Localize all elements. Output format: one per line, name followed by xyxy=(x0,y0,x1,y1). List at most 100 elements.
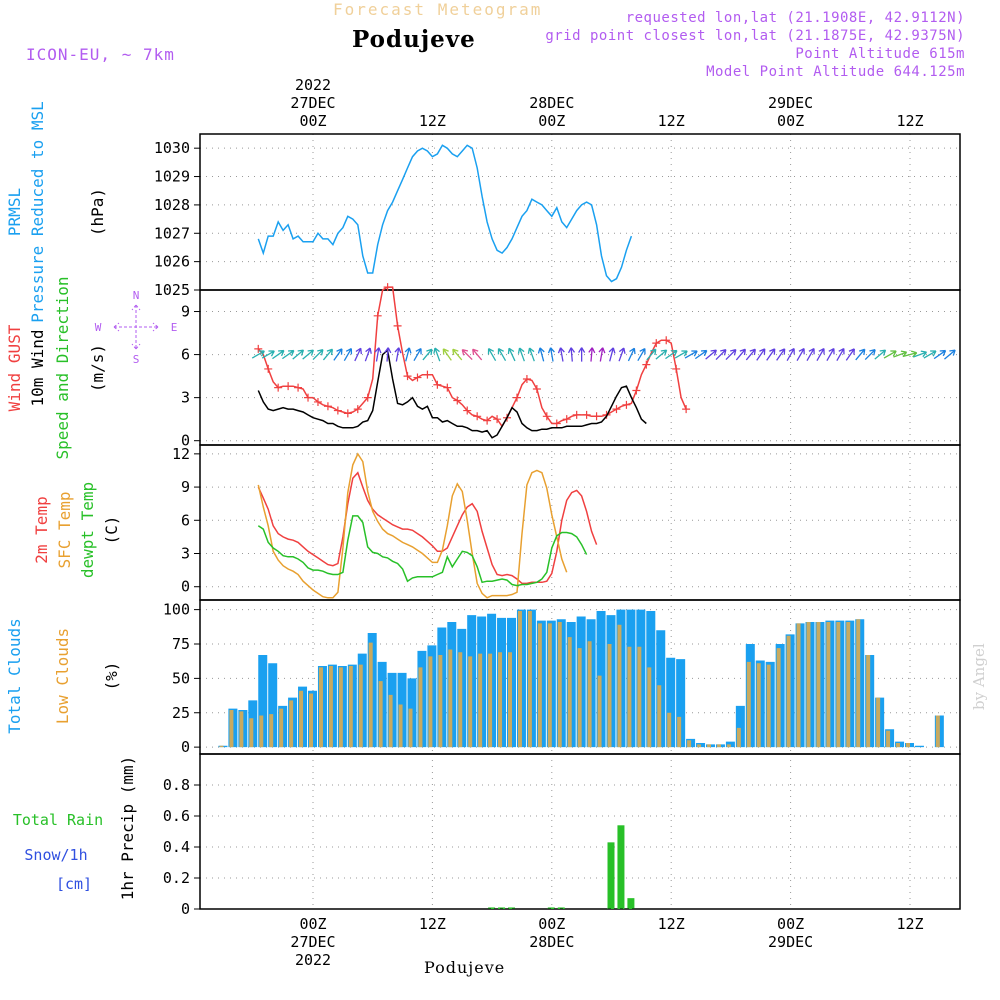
low-cloud-bar xyxy=(677,716,682,748)
low-cloud-bar xyxy=(567,637,572,748)
rain-bar xyxy=(547,907,555,909)
compass-north: N xyxy=(133,289,140,302)
low-cloud-bar xyxy=(458,652,463,748)
wind-axis-title: 10m Wind xyxy=(28,329,47,406)
gust-marker xyxy=(512,393,521,402)
precip-axis-title: 1hr Precip (mm) xyxy=(118,756,137,901)
low-cloud-bar xyxy=(527,611,532,748)
bottom-time-label: 00Z xyxy=(299,915,326,933)
wind-direction-arrow xyxy=(527,347,535,362)
wind-direction-arrow xyxy=(404,347,412,362)
wind-direction-arrow xyxy=(461,349,473,360)
low-cloud-bar xyxy=(716,744,721,748)
y-tick-label: 50 xyxy=(172,669,190,687)
low-cloud-bar xyxy=(826,622,831,748)
wind-panel xyxy=(194,283,961,446)
snow-legend: Snow/1h xyxy=(24,846,87,864)
low-cloud-bar xyxy=(726,744,731,748)
footer-location: Podujeve xyxy=(424,958,506,977)
y-tick-label: 1029 xyxy=(154,168,190,186)
low-cloud-bar xyxy=(557,622,562,748)
wind-direction-arrow xyxy=(806,347,815,361)
wind-direction-arrow xyxy=(272,349,285,360)
wind-gust-line xyxy=(257,286,687,428)
wind-direction-arrow xyxy=(864,349,876,360)
wind-direction-arrow xyxy=(537,347,545,362)
dewpt-temp-line xyxy=(257,515,588,587)
wind-direction-arrow xyxy=(855,348,866,361)
wind-direction-arrow xyxy=(422,348,433,361)
pressure-axis-unit: (hPa) xyxy=(88,188,107,236)
meteogram-title: Forecast Meteogram xyxy=(333,0,543,19)
wind-direction-arrow xyxy=(816,347,825,361)
low-cloud-bar xyxy=(408,708,413,748)
wind-direction-arrow xyxy=(627,347,636,362)
wind-direction-arrow xyxy=(384,347,392,362)
gust-marker xyxy=(423,370,432,379)
low-cloud-bar xyxy=(746,661,751,748)
low-cloud-bar xyxy=(896,743,901,748)
temp-2m-axis-title: 2m Temp xyxy=(32,496,51,563)
gust-marker xyxy=(572,410,581,419)
precipitation-panel xyxy=(194,753,961,910)
low-cloud-bar xyxy=(517,611,522,748)
wind-direction-arrow xyxy=(923,350,937,359)
wind-direction-arrow xyxy=(282,349,295,360)
wind-direction-arrow xyxy=(874,349,887,360)
low-cloud-bar xyxy=(259,715,264,748)
wind-direction-arrow xyxy=(333,348,343,361)
gust-marker xyxy=(562,415,571,424)
low-cloud-bar xyxy=(687,740,692,748)
low-cloud-bar xyxy=(219,745,224,748)
total-cloud-bar xyxy=(914,745,924,748)
top-time-label: 2022 xyxy=(295,76,331,94)
top-time-label: 28DEC xyxy=(529,94,574,112)
y-tick-label: 0.8 xyxy=(163,776,190,794)
wind-direction-arrow xyxy=(608,347,616,362)
gust-marker xyxy=(672,364,681,373)
gust-marker xyxy=(652,339,661,348)
low-cloud-bar xyxy=(577,648,582,748)
low-cloud-bar xyxy=(368,642,373,748)
low-cloud-bar xyxy=(448,649,453,748)
total-cloud-bar xyxy=(666,657,676,748)
rain-bar xyxy=(617,825,625,909)
y-tick-label: 0 xyxy=(181,432,190,450)
wind-direction-arrow xyxy=(433,347,441,362)
low-cloud-bar xyxy=(846,622,851,748)
low-cloud-bar xyxy=(856,619,861,748)
gust-marker xyxy=(393,321,402,330)
gust-marker xyxy=(522,374,531,383)
gust-marker xyxy=(373,311,382,320)
top-time-label: 12Z xyxy=(419,112,446,130)
wind-direction-arrow xyxy=(845,348,855,361)
temperature-frame xyxy=(199,444,961,601)
wind-direction-arrow xyxy=(637,347,646,361)
low-cloud-bar xyxy=(627,646,632,748)
compass-west: W xyxy=(95,321,102,334)
low-cloud-bar xyxy=(508,652,512,748)
low-cloud-bar xyxy=(249,718,254,748)
wind-direction-arrow xyxy=(776,348,786,361)
low-cloud-bar xyxy=(637,646,642,748)
gust-marker xyxy=(642,360,651,369)
low-cloud-bar xyxy=(786,635,791,748)
requested-coords: requested lon,lat (21.1908E, 42.9112N) xyxy=(625,10,965,26)
wind-direction-arrow xyxy=(374,347,382,362)
wind-direction-arrow xyxy=(786,347,795,361)
low-cloud-bar xyxy=(697,744,702,748)
y-tick-label: 6 xyxy=(181,346,190,364)
wind-direction-arrow xyxy=(261,350,275,359)
low-cloud-bar xyxy=(229,710,234,748)
wind-direction-arrow xyxy=(413,347,422,361)
gust-marker xyxy=(443,383,452,392)
total-cloud-bar xyxy=(268,663,278,748)
wind-direction-arrow xyxy=(735,348,746,361)
gust-marker xyxy=(264,364,273,373)
y-tick-label: 1025 xyxy=(154,281,190,299)
y-tick-label: 1028 xyxy=(154,196,190,214)
gust-marker xyxy=(453,396,462,405)
bottom-time-label: 12Z xyxy=(658,915,685,933)
gust-marker xyxy=(552,419,561,428)
